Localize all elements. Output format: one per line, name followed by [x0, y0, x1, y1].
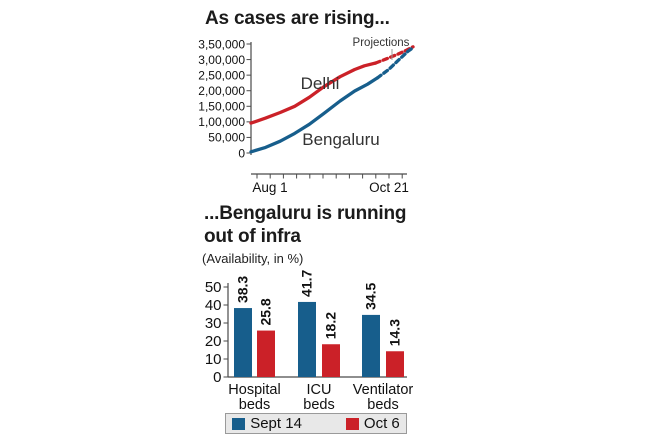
y-tick-label: 1,00,000 — [198, 115, 245, 129]
bar-chart-title-line2: out of infra — [204, 226, 301, 247]
bar-oct6-1 — [322, 344, 340, 377]
bengaluru-series-label: Bengaluru — [302, 130, 380, 149]
bar-value-label: 41.7 — [299, 269, 315, 296]
legend-label-oct6: Oct 6 — [363, 415, 400, 432]
bar-value-label: 14.3 — [387, 319, 403, 346]
y-tick-label: 40 — [205, 297, 222, 314]
category-label-line2: beds — [367, 397, 398, 413]
bengaluru-line — [249, 76, 380, 154]
category-label-line2: beds — [239, 397, 270, 413]
bar-sept14-2 — [362, 314, 380, 377]
y-tick-label: 50,000 — [208, 131, 245, 145]
bar-sept14-0 — [234, 308, 252, 377]
y-tick-label: 1,50,000 — [198, 100, 245, 114]
category-label-line1: Ventilator — [353, 382, 414, 398]
delhi-line — [249, 61, 378, 125]
bar-chart-title-line1: ...Bengaluru is running — [204, 203, 407, 224]
y-tick-label: 30 — [205, 315, 222, 332]
bar-value-label: 34.5 — [363, 282, 379, 309]
delhi-series-label: Delhi — [301, 74, 340, 93]
oct6-swatch — [345, 417, 359, 430]
bar-value-label: 38.3 — [235, 276, 251, 303]
cases-line-chart: 050,0001,00,0001,50,0002,00,0002,50,0003… — [198, 37, 415, 195]
bar-value-label: 25.8 — [258, 298, 274, 325]
bar-value-label: 18.2 — [323, 312, 339, 339]
legend: Sept 14 Oct 6 — [225, 413, 407, 434]
y-tick-label: 0 — [213, 369, 221, 386]
delhi-projection-line — [374, 45, 415, 65]
y-tick-label: 3,50,000 — [198, 37, 245, 51]
legend-item-oct6: Oct 6 — [345, 415, 400, 432]
bengaluru-projection-line — [375, 46, 415, 80]
y-tick-label: 10 — [205, 351, 222, 368]
category-label-line1: ICU — [307, 382, 332, 398]
category-label-line2: beds — [303, 397, 334, 413]
legend-label-sept14: Sept 14 — [250, 415, 302, 432]
sept14-swatch — [232, 417, 246, 430]
bar-chart-subtitle: (Availability, in %) — [202, 251, 304, 266]
bar-sept14-1 — [298, 301, 316, 377]
bar-oct6-0 — [257, 330, 275, 377]
x-tick-label: Aug 1 — [252, 180, 287, 195]
y-tick-label: 3,00,000 — [198, 53, 245, 67]
y-tick-label: 0 — [238, 146, 245, 160]
y-tick-label: 50 — [205, 279, 222, 296]
category-label-line1: Hospital — [228, 382, 280, 398]
bar-oct6-2 — [386, 351, 404, 377]
y-tick-label: 2,00,000 — [198, 84, 245, 98]
line-chart-title: As cases are rising... — [205, 8, 390, 29]
y-tick-label: 20 — [205, 333, 222, 350]
x-tick-label: Oct 21 — [369, 180, 409, 195]
y-tick-label: 2,50,000 — [198, 68, 245, 82]
bar-chart-title: ...Bengaluru is running out of infra — [204, 202, 406, 248]
legend-item-sept14: Sept 14 — [232, 415, 302, 432]
projections-annotation: Projections — [353, 37, 410, 49]
